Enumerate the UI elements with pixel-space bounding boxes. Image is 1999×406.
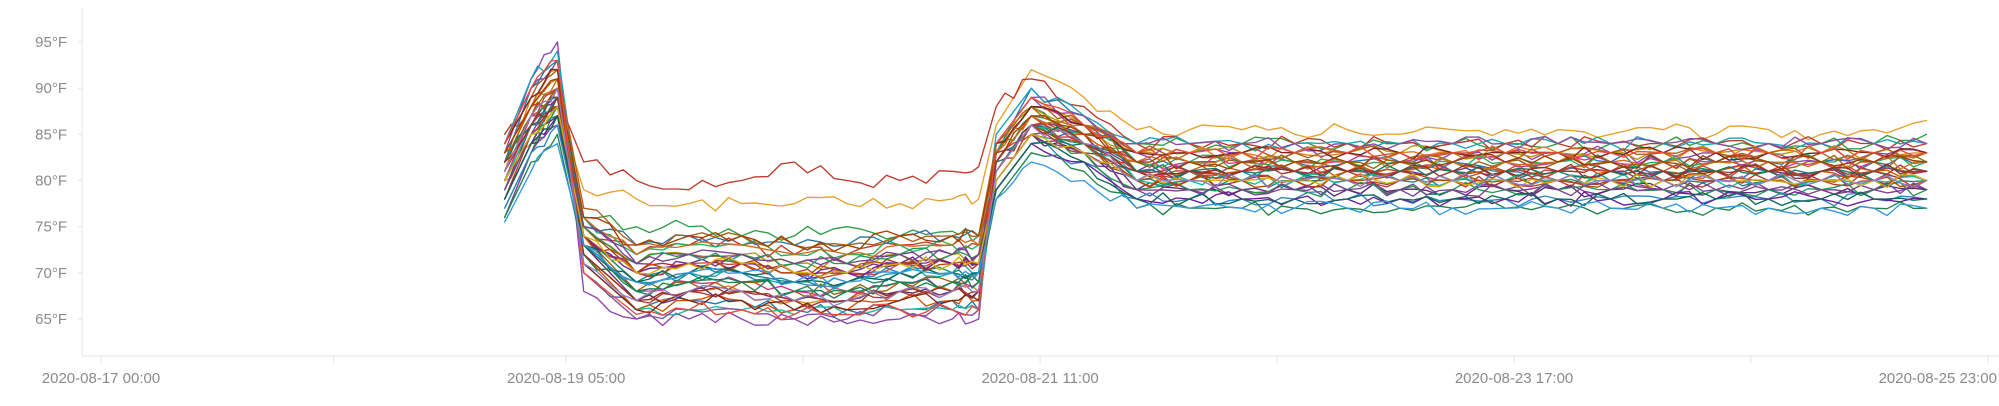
y-tick-label: 75°F bbox=[35, 219, 67, 236]
series-layer bbox=[504, 41, 1928, 327]
series-line bbox=[504, 69, 1928, 212]
y-tick-label: 85°F bbox=[35, 126, 67, 143]
y-tick-label: 65°F bbox=[35, 311, 67, 328]
series-line bbox=[504, 87, 1928, 307]
y-tick-label: 90°F bbox=[35, 80, 67, 97]
series-line bbox=[504, 87, 1928, 280]
x-tick-label: 2020-08-25 23:00 bbox=[1879, 370, 1997, 387]
x-axis-ticks: 2020-08-17 00:00 2020-08-19 05:00 2020-08-… bbox=[42, 356, 1997, 387]
y-axis-ticks: 65°F 70°F 75°F 80°F 85°F 90°F 95°F bbox=[35, 34, 82, 328]
series-line bbox=[504, 69, 1928, 249]
series-line bbox=[504, 78, 1928, 314]
series-line bbox=[504, 41, 1928, 327]
x-tick-label: 2020-08-21 11:00 bbox=[981, 370, 1098, 387]
series-line bbox=[504, 105, 1928, 265]
series-line bbox=[504, 59, 1928, 321]
series-line bbox=[504, 96, 1928, 316]
x-tick-label: 2020-08-19 05:00 bbox=[507, 370, 625, 387]
y-tick-label: 70°F bbox=[35, 265, 67, 282]
series-line bbox=[504, 87, 1928, 299]
series-line bbox=[504, 96, 1928, 308]
series-line bbox=[504, 142, 1928, 289]
series-line bbox=[504, 59, 1928, 326]
x-tick-label: 2020-08-17 00:00 bbox=[42, 370, 160, 387]
y-tick-label: 95°F bbox=[35, 34, 67, 51]
series-line bbox=[504, 78, 1928, 252]
y-tick-label: 80°F bbox=[35, 173, 67, 190]
x-tick-label: 2020-08-23 17:00 bbox=[1455, 370, 1573, 387]
